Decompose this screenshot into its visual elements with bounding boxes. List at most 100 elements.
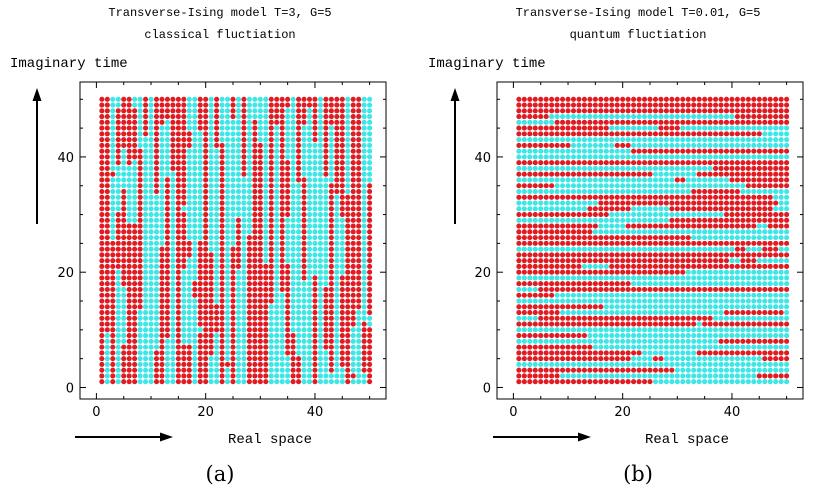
spin-down-point	[192, 224, 197, 229]
spin-down-point	[334, 339, 339, 344]
spin-up-point	[312, 131, 317, 136]
spin-up-point	[669, 264, 674, 269]
spin-down-point	[680, 247, 685, 252]
spin-up-point	[576, 270, 581, 275]
spin-up-point	[345, 322, 350, 327]
spin-down-point	[307, 304, 312, 309]
spin-up-point	[132, 252, 137, 257]
spin-up-point	[203, 339, 208, 344]
spin-up-point	[533, 103, 538, 108]
spin-up-point	[642, 287, 647, 292]
spin-down-point	[779, 368, 784, 373]
spin-down-point	[263, 241, 268, 246]
spin-down-point	[768, 298, 773, 303]
spin-down-point	[555, 189, 560, 194]
spin-down-point	[724, 235, 729, 240]
spin-down-point	[757, 327, 762, 332]
spin-down-point	[560, 327, 565, 332]
spin-down-point	[154, 229, 159, 234]
spin-down-point	[187, 235, 192, 240]
spin-up-point	[555, 252, 560, 257]
spin-down-point	[773, 281, 778, 286]
spin-down-point	[116, 333, 121, 338]
spin-up-point	[105, 229, 110, 234]
spin-up-point	[735, 166, 740, 171]
spin-up-point	[565, 379, 570, 384]
spin-down-point	[148, 120, 153, 125]
spin-down-point	[318, 189, 323, 194]
spin-up-point	[626, 241, 631, 246]
spin-down-point	[637, 327, 642, 332]
spin-down-point	[296, 298, 301, 303]
spin-down-point	[544, 339, 549, 344]
spin-down-point	[637, 304, 642, 309]
spin-down-point	[247, 212, 252, 217]
panel-a-title: Transverse-Ising model T=3, G=5	[108, 6, 331, 20]
spin-up-point	[285, 183, 290, 188]
spin-down-point	[773, 293, 778, 298]
spin-up-point	[258, 379, 263, 384]
spin-down-point	[718, 114, 723, 119]
spin-down-point	[312, 172, 317, 177]
spin-up-point	[637, 264, 642, 269]
spin-up-point	[203, 114, 208, 119]
spin-up-point	[691, 195, 696, 200]
spin-up-point	[713, 252, 718, 257]
spin-down-point	[345, 114, 350, 119]
spin-down-point	[593, 339, 598, 344]
spin-down-point	[544, 275, 549, 280]
spin-down-point	[762, 131, 767, 136]
spin-up-point	[729, 218, 734, 223]
spin-up-point	[176, 356, 181, 361]
spin-down-point	[637, 229, 642, 234]
spin-down-point	[729, 247, 734, 252]
spin-down-point	[362, 270, 367, 275]
spin-up-point	[708, 322, 713, 327]
spin-down-point	[522, 327, 527, 332]
spin-up-point	[367, 200, 372, 205]
spin-up-point	[533, 356, 538, 361]
spin-up-point	[138, 252, 143, 257]
spin-down-point	[642, 293, 647, 298]
spin-down-point	[143, 206, 148, 211]
spin-up-point	[576, 120, 581, 125]
spin-up-point	[538, 333, 543, 338]
spin-up-point	[159, 373, 164, 378]
spin-up-point	[746, 160, 751, 165]
spin-down-point	[680, 143, 685, 148]
spin-up-point	[702, 241, 707, 246]
spin-down-point	[615, 310, 620, 315]
spin-up-point	[105, 120, 110, 125]
spin-down-point	[615, 114, 620, 119]
spin-up-point	[587, 224, 592, 229]
spin-down-point	[669, 143, 674, 148]
spin-up-point	[571, 235, 576, 240]
spin-down-point	[274, 310, 279, 315]
spin-down-point	[116, 322, 121, 327]
spin-up-point	[351, 154, 356, 159]
spin-up-point	[587, 270, 592, 275]
spin-down-point	[604, 177, 609, 182]
spin-down-point	[143, 189, 148, 194]
spin-up-point	[718, 108, 723, 113]
spin-up-point	[159, 316, 164, 321]
spin-down-point	[154, 224, 159, 229]
spin-down-point	[170, 200, 175, 205]
spin-down-point	[708, 298, 713, 303]
spin-up-point	[143, 126, 148, 131]
spin-up-point	[768, 206, 773, 211]
spin-up-point	[615, 252, 620, 257]
spin-up-point	[165, 281, 170, 286]
spin-down-point	[686, 293, 691, 298]
spin-down-point	[187, 212, 192, 217]
spin-up-point	[664, 235, 669, 240]
spin-up-point	[598, 195, 603, 200]
spin-up-point	[718, 241, 723, 246]
spin-up-point	[549, 304, 554, 309]
spin-up-point	[762, 264, 767, 269]
spin-up-point	[669, 224, 674, 229]
spin-down-point	[587, 183, 592, 188]
spin-up-point	[626, 224, 631, 229]
spin-up-point	[367, 235, 372, 240]
spin-down-point	[637, 183, 642, 188]
